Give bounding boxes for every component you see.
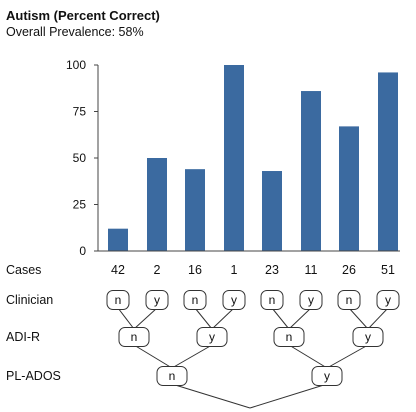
case-count-label: 42 <box>111 263 125 277</box>
tree-node-label: y <box>324 369 330 383</box>
tree-node <box>196 327 228 347</box>
y-tick-label: 0 <box>79 244 86 258</box>
level-label: Cases <box>6 263 41 277</box>
tree-node-label: n <box>286 330 293 344</box>
tree-node <box>260 290 284 310</box>
tree-node-label: n <box>269 293 276 307</box>
case-count-label: 2 <box>154 263 161 277</box>
chart-subtitle: Overall Prevalence: 58% <box>6 25 144 39</box>
bar <box>147 158 167 251</box>
tree-node <box>337 290 361 310</box>
tree-edge <box>211 307 235 330</box>
tree-node-label: n <box>192 293 199 307</box>
tree-node <box>106 290 130 310</box>
bar <box>262 171 282 251</box>
tree-edge <box>288 344 328 369</box>
tree-edge <box>326 344 369 369</box>
bar <box>224 65 244 251</box>
tree-node <box>311 366 343 386</box>
tree-node <box>183 290 207 310</box>
y-tick-label: 50 <box>73 151 87 165</box>
x-axis: 42 2 16 1 23 11 26 51 <box>98 250 400 277</box>
case-count-label: 16 <box>188 263 202 277</box>
tree-node-label: y <box>308 293 314 307</box>
level-label: Clinician <box>6 293 53 307</box>
tree-node <box>145 290 169 310</box>
decision-tree: Cases Clinician ADI-R PL-ADOS n y n y n y n y n y n y n y <box>6 263 400 409</box>
tree-node-label: n <box>131 330 138 344</box>
case-count-label: 51 <box>381 263 395 277</box>
case-count-label: 1 <box>231 263 238 277</box>
tree-edge <box>194 307 213 330</box>
tree-node-label: y <box>365 330 371 344</box>
tree-edge <box>133 344 173 369</box>
tree-edge <box>249 383 328 409</box>
level-label: ADI-R <box>6 330 40 344</box>
tree-node <box>156 366 188 386</box>
y-tick-label: 25 <box>73 198 87 212</box>
tree-node <box>118 327 150 347</box>
tree-node <box>376 290 400 310</box>
tree-node <box>222 290 246 310</box>
bar <box>378 72 398 251</box>
bar <box>339 126 359 251</box>
tree-node-label: y <box>209 330 215 344</box>
chart-title: Autism (Percent Correct) <box>6 8 160 23</box>
tree-edge <box>288 307 312 330</box>
case-count-label: 26 <box>342 263 356 277</box>
bar <box>185 169 205 251</box>
tree-edge <box>367 307 389 330</box>
tree-edge <box>271 307 290 330</box>
tree-node <box>273 327 305 347</box>
tree-edge <box>117 307 135 330</box>
tree-node-label: n <box>346 293 353 307</box>
tree-edge <box>171 344 213 369</box>
tree-node <box>299 290 323 310</box>
level-label: PL-ADOS <box>6 369 61 383</box>
bar-series <box>108 65 398 251</box>
case-count-label: 11 <box>305 263 318 277</box>
y-axis: 0 25 50 75 100 <box>66 58 99 258</box>
tree-edge <box>348 307 369 330</box>
case-count-label: 23 <box>265 263 279 277</box>
tree-edge <box>133 307 158 330</box>
tree-node-label: y <box>385 293 391 307</box>
tree-node-label: n <box>169 369 176 383</box>
bar <box>301 91 321 251</box>
bar <box>108 228 128 251</box>
tree-node <box>352 327 384 347</box>
y-tick-label: 75 <box>73 105 87 119</box>
y-tick-label: 100 <box>66 58 86 72</box>
tree-edge <box>171 383 251 409</box>
tree-node-label: n <box>115 293 122 307</box>
tree-node-label: y <box>154 293 160 307</box>
tree-node-label: y <box>231 293 237 307</box>
